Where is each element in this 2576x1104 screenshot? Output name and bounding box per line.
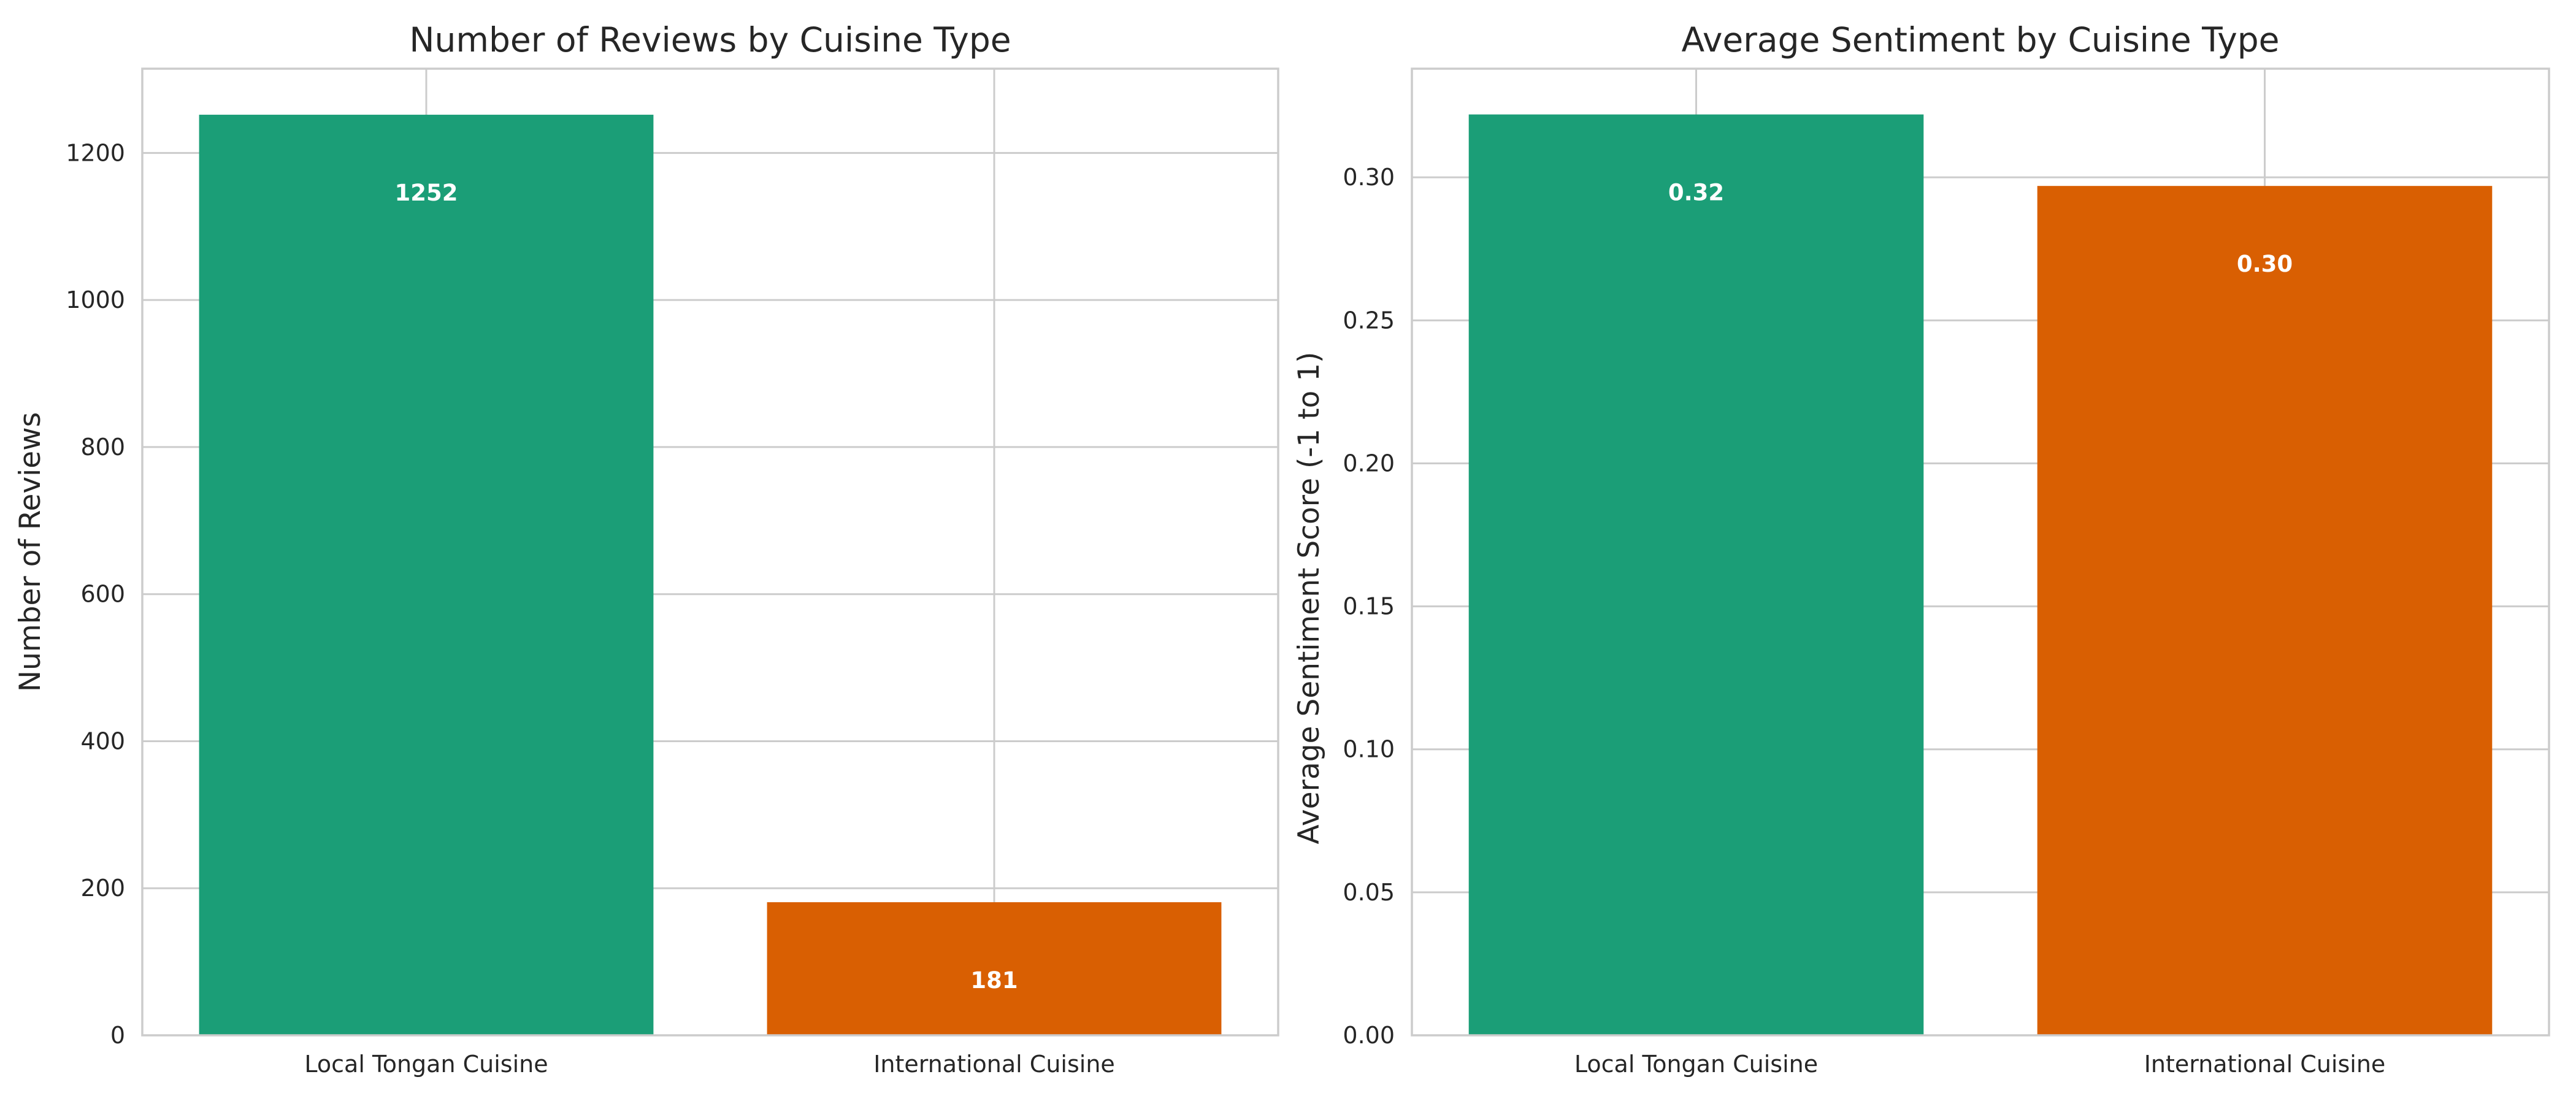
data-label-international-cuisine: 181 (970, 967, 1018, 994)
y-axis-label: Average Sentiment Score (-1 to 1) (1292, 352, 1326, 845)
x-tick-label-international-cuisine: International Cuisine (2144, 1051, 2386, 1078)
bar-local-tongan-cuisine (199, 115, 654, 1036)
y-tick-label: 0 (110, 1022, 125, 1049)
y-tick-label: 0.20 (1343, 450, 1395, 477)
data-label-international-cuisine: 0.30 (2237, 251, 2293, 277)
x-tick-label-local-tongan-cuisine: Local Tongan Cuisine (304, 1051, 548, 1078)
y-tick-label: 0.25 (1343, 307, 1395, 334)
chart-title: Average Sentiment by Cuisine Type (1681, 20, 2279, 59)
chart-title: Number of Reviews by Cuisine Type (409, 20, 1011, 59)
bar-international-cuisine (767, 902, 1222, 1035)
y-tick-label: 0.05 (1343, 879, 1395, 906)
reviews-count-panel: 1252 181 0 200 400 600 800 1000 1200 Local Tongan… (13, 20, 1279, 1078)
y-tick-label: 0.15 (1343, 593, 1395, 620)
plot-frame (1411, 67, 2550, 1037)
x-tick-label-international-cuisine: International Cuisine (873, 1051, 1115, 1078)
y-tick-label: 1000 (66, 286, 125, 313)
y-tick-label: 0.00 (1343, 1022, 1395, 1049)
y-tick-label: 600 (80, 581, 125, 608)
bar-international-cuisine (2037, 186, 2493, 1035)
y-axis-label: Number of Reviews (13, 412, 47, 692)
y-tick-label: 0.10 (1343, 736, 1395, 763)
data-label-local-tongan-cuisine: 1252 (395, 180, 458, 206)
y-tick-label: 800 (80, 434, 125, 461)
y-tick-label: 200 (80, 875, 125, 902)
data-label-local-tongan-cuisine: 0.32 (1668, 180, 1724, 206)
x-tick-label-local-tongan-cuisine: Local Tongan Cuisine (1574, 1051, 1818, 1078)
bar-local-tongan-cuisine (1468, 114, 1924, 1036)
plot-frame (141, 67, 1279, 1037)
y-tick-label: 400 (80, 727, 125, 754)
y-tick-label: 0.30 (1343, 164, 1395, 191)
y-tick-label: 1200 (66, 139, 125, 166)
sentiment-panel: 0.32 0.30 0.00 0.05 0.10 0.15 0.20 0.25 0.30 Loca… (1292, 20, 2550, 1078)
